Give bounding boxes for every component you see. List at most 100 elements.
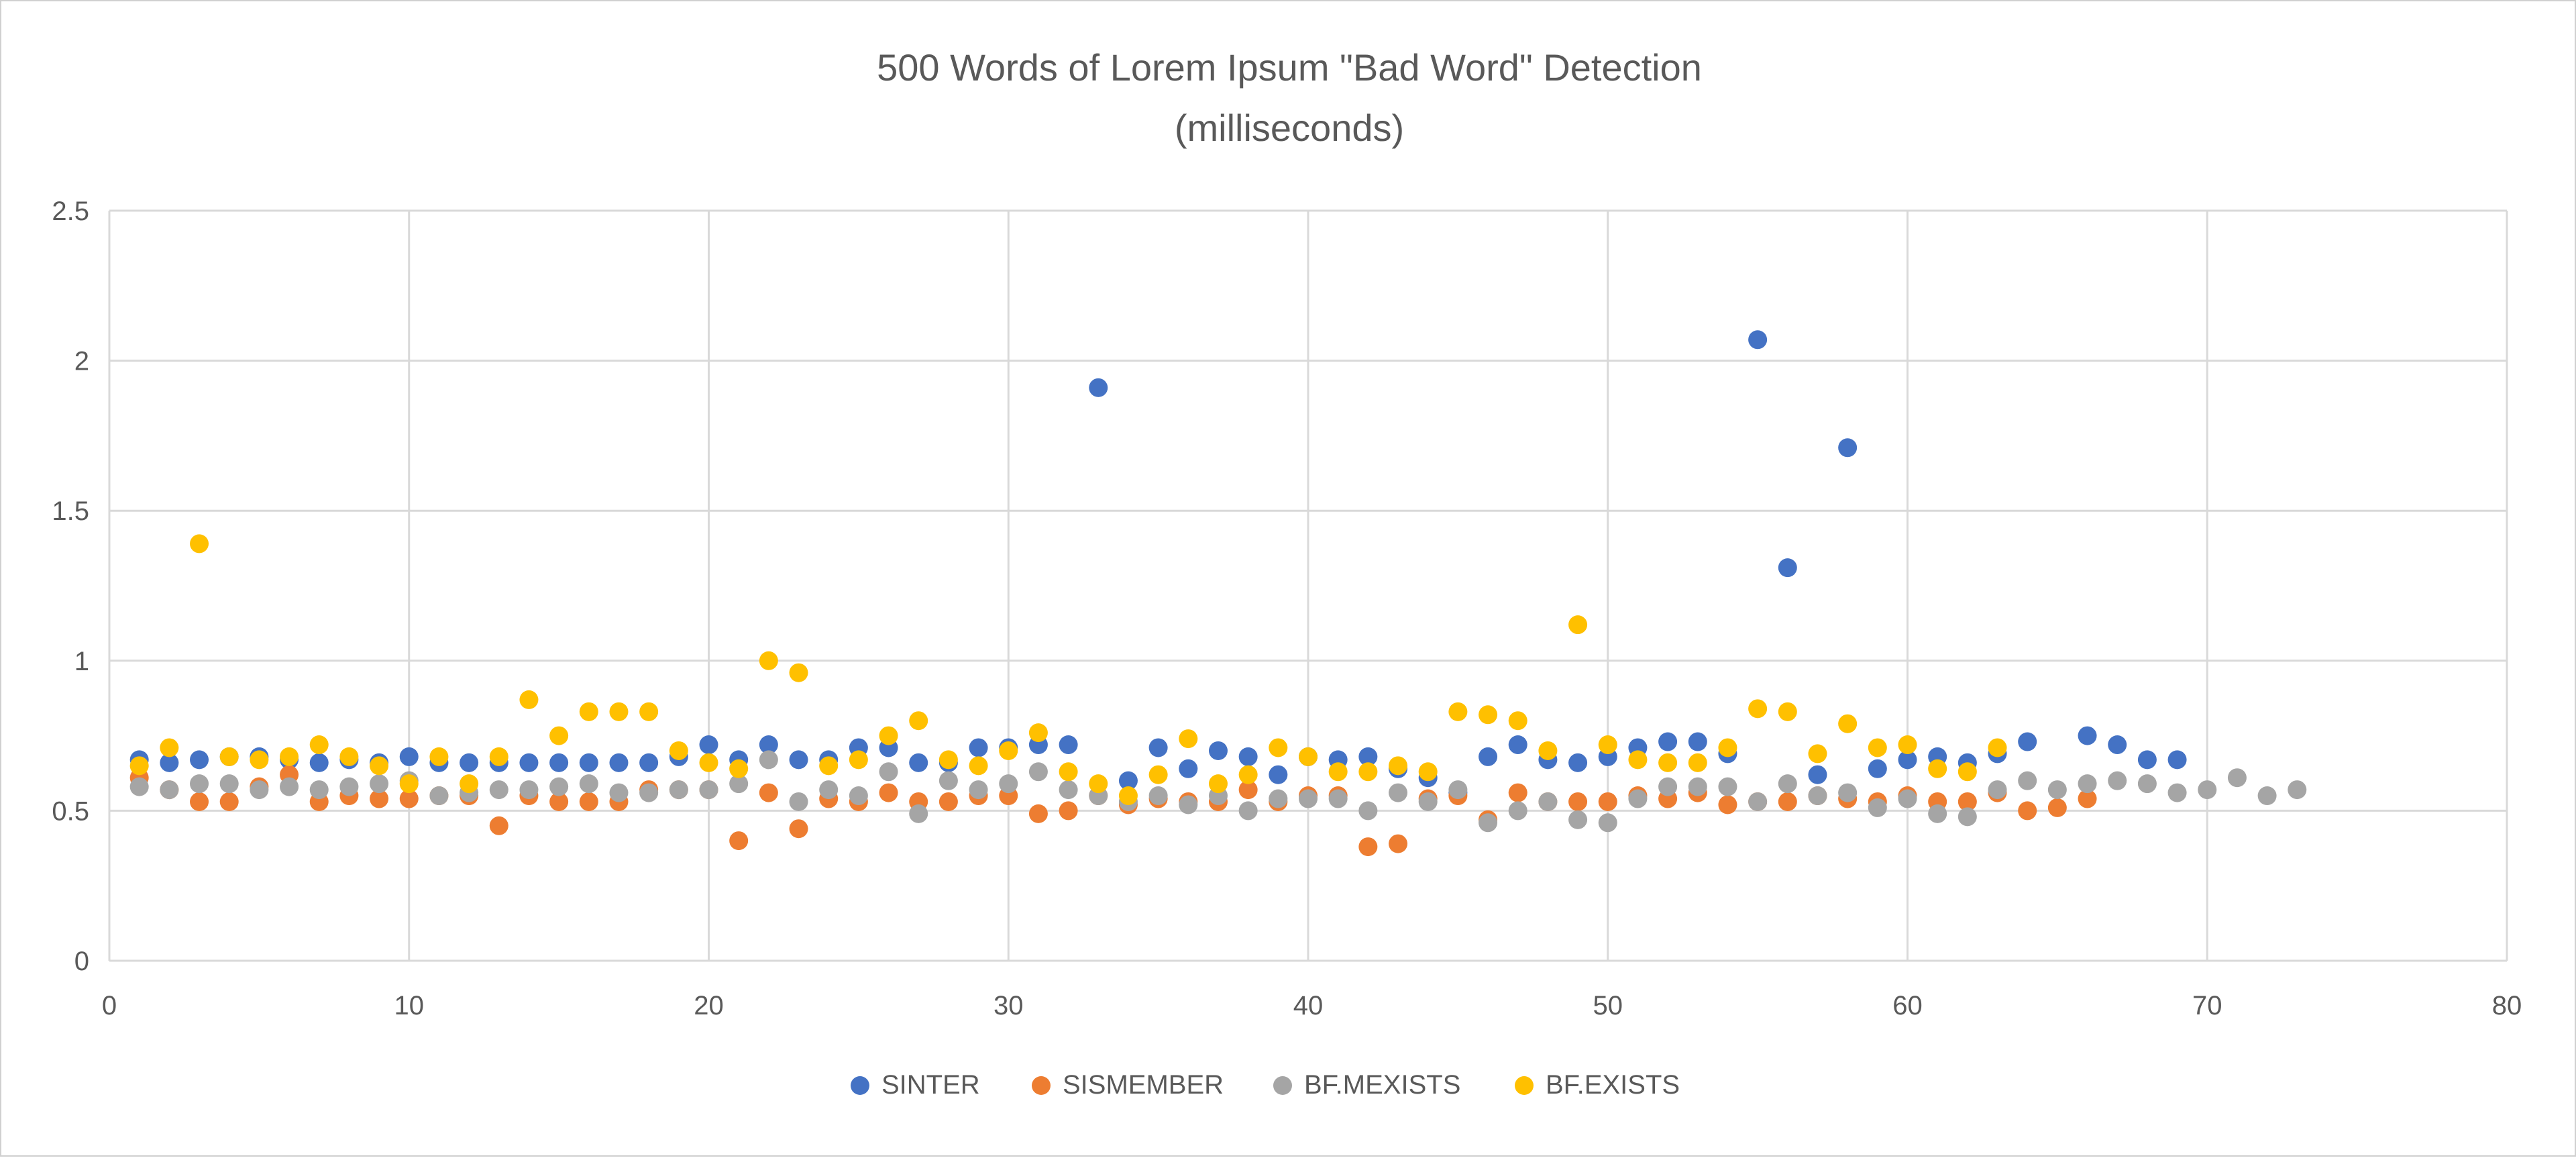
point-bf-mexists <box>129 777 149 796</box>
point-bf-mexists <box>1718 777 1737 796</box>
point-sinter <box>2078 726 2097 745</box>
point-sinter <box>1148 738 1168 757</box>
point-bf-mexists <box>250 780 269 800</box>
point-bf-exists <box>819 756 839 776</box>
point-bf-mexists <box>1358 801 1378 821</box>
point-bf-exists <box>1389 756 1408 776</box>
point-sismember <box>1957 792 1977 811</box>
point-bf-mexists <box>1148 786 1168 806</box>
point-sinter <box>549 753 569 772</box>
point-sinter <box>2167 750 2187 770</box>
point-bf-mexists <box>729 774 749 794</box>
y-tick-label: 2.5 <box>52 197 89 226</box>
point-bf-mexists <box>1508 801 1527 821</box>
point-bf-exists <box>219 747 239 766</box>
point-sinter <box>1089 378 1108 397</box>
x-tick-label: 20 <box>694 991 724 1020</box>
point-bf-mexists <box>2288 780 2307 800</box>
point-sismember <box>219 792 239 811</box>
point-bf-mexists <box>1688 777 1707 796</box>
x-tick-label: 80 <box>2492 991 2522 1020</box>
x-tick-label: 0 <box>102 991 117 1020</box>
point-bf-mexists <box>1748 792 1768 811</box>
y-tick-label: 0.5 <box>52 796 89 826</box>
point-bf-exists <box>579 702 598 721</box>
legend-item-bf-mexists: BF.MEXISTS <box>1273 1070 1460 1100</box>
point-bf-exists <box>489 747 508 766</box>
point-sinter <box>1059 735 1078 755</box>
legend-label-sinter: SINTER <box>881 1070 980 1100</box>
x-tick-label: 40 <box>1293 991 1324 1020</box>
point-sismember <box>879 783 898 802</box>
point-bf-exists <box>1059 762 1078 782</box>
legend-marker-bf-exists <box>1515 1076 1534 1095</box>
point-bf-exists <box>1988 738 2007 757</box>
point-bf-mexists <box>1389 783 1408 802</box>
point-bf-exists <box>190 534 209 554</box>
point-bf-exists <box>1508 711 1527 731</box>
legend-item-sismember: SISMEMBER <box>1032 1070 1224 1100</box>
point-bf-exists <box>639 702 659 721</box>
point-bf-mexists <box>969 780 988 800</box>
point-bf-mexists <box>2227 768 2247 788</box>
point-bf-mexists <box>1628 789 1648 808</box>
point-bf-exists <box>1748 699 1768 719</box>
x-tick-label: 50 <box>1593 991 1623 1020</box>
legend-marker-bf-mexists <box>1273 1076 1292 1095</box>
point-bf-exists <box>549 726 569 745</box>
x-tick-label: 30 <box>994 991 1024 1020</box>
point-bf-mexists <box>999 774 1018 794</box>
point-bf-exists <box>879 726 898 745</box>
legend-label-bf-mexists: BF.MEXISTS <box>1304 1070 1460 1100</box>
point-bf-mexists <box>879 762 898 782</box>
point-sismember <box>1358 837 1378 857</box>
point-bf-exists <box>1868 738 1887 757</box>
point-bf-mexists <box>2198 780 2217 800</box>
point-sinter <box>1838 438 1858 458</box>
point-bf-exists <box>1448 702 1468 721</box>
legend: SINTER SISMEMBER BF.MEXISTS BF.EXISTS <box>851 1070 1680 1100</box>
axis-layer: 0 0.5 1 1.5 2 2.5 0 10 20 30 40 50 60 70 80 <box>52 197 2522 1020</box>
point-bf-exists <box>129 756 149 776</box>
point-sinter <box>1868 759 1887 778</box>
point-bf-mexists <box>1448 780 1468 800</box>
point-sismember <box>789 819 808 839</box>
point-sismember <box>1238 780 1258 800</box>
point-bf-mexists <box>549 777 569 796</box>
point-bf-mexists <box>699 780 718 800</box>
point-bf-exists <box>1118 786 1138 806</box>
point-sismember <box>1598 792 1617 811</box>
legend-item-sinter: SINTER <box>851 1070 980 1100</box>
point-bf-mexists <box>1988 780 2007 800</box>
legend-marker-sinter <box>851 1076 869 1095</box>
chart-title: 500 Words of Lorem Ipsum "Bad Word" Dete… <box>877 46 1702 89</box>
point-bf-mexists <box>2108 771 2127 790</box>
point-bf-mexists <box>1658 777 1678 796</box>
legend-label-sismember: SISMEMBER <box>1063 1070 1224 1100</box>
point-bf-mexists <box>579 774 598 794</box>
point-bf-exists <box>1808 744 1827 764</box>
point-bf-exists <box>1598 735 1617 755</box>
point-sinter <box>1658 732 1678 751</box>
point-bf-exists <box>1148 765 1168 784</box>
point-bf-exists <box>1358 762 1378 782</box>
point-bf-exists <box>1928 759 1947 778</box>
point-sinter <box>1479 747 1498 766</box>
point-bf-exists <box>309 735 329 755</box>
point-bf-mexists <box>2257 786 2277 806</box>
point-bf-exists <box>969 756 988 776</box>
point-bf-mexists <box>1418 792 1438 811</box>
point-sinter <box>1208 741 1228 760</box>
point-sinter <box>1568 753 1588 772</box>
point-sinter <box>609 753 629 772</box>
point-bf-exists <box>759 651 778 670</box>
point-bf-exists <box>699 753 718 772</box>
point-bf-exists <box>1208 774 1228 794</box>
point-bf-exists <box>160 738 179 757</box>
point-sinter <box>1748 330 1768 350</box>
point-bf-mexists <box>1538 792 1558 811</box>
point-bf-exists <box>460 774 479 794</box>
point-bf-mexists <box>429 786 449 806</box>
